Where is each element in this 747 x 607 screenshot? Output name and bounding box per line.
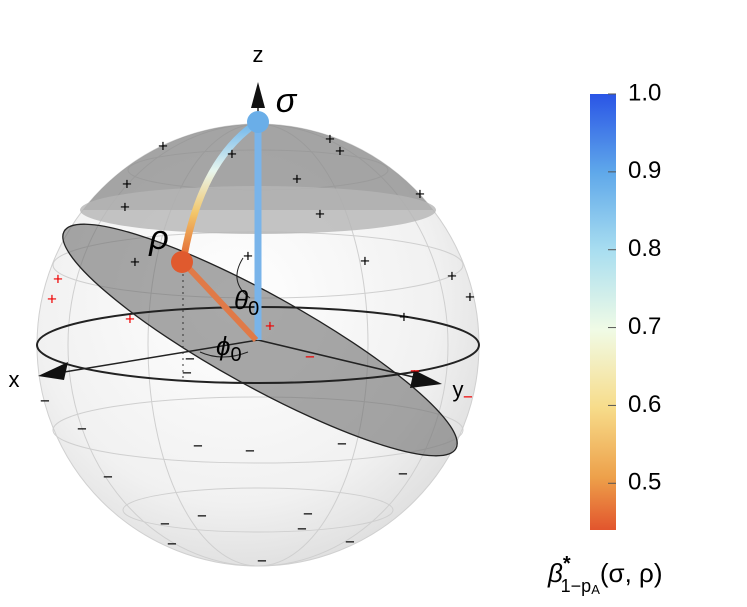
sign: − <box>40 391 50 410</box>
colorbar-tick-label: 0.8 <box>628 235 661 262</box>
colorbar-tick-label: 0.5 <box>628 469 661 496</box>
colorbar <box>590 94 616 530</box>
colorbar-ticks: 1.0 0.9 0.8 0.7 0.6 0.5 <box>608 79 661 496</box>
sign: − <box>245 441 255 460</box>
sign: + <box>447 266 457 285</box>
sign: − <box>103 467 113 486</box>
sigma-label: σ <box>276 82 298 120</box>
label-args: (σ, ρ) <box>600 558 663 588</box>
sign: − <box>345 532 355 551</box>
sign: + <box>360 251 370 270</box>
sign: + <box>122 174 132 193</box>
theta-sub: 0 <box>248 298 259 320</box>
sign: − <box>305 347 315 366</box>
sign: + <box>335 141 345 160</box>
sign: − <box>193 436 203 455</box>
sign: + <box>415 184 425 203</box>
x-label: x <box>9 367 20 392</box>
y-axis <box>257 339 431 382</box>
label-sup: * <box>563 553 571 575</box>
signs: + +++++++++ + +++++++ +−−−−−−−− − −− −− −−−−−− <box>40 129 475 570</box>
sign: − <box>463 387 473 406</box>
geodesic <box>179 119 260 263</box>
sign: + <box>325 129 335 148</box>
sign: − <box>257 551 267 570</box>
phi-symbol: ϕ <box>216 331 230 361</box>
z-arrow <box>251 82 265 108</box>
sign: − <box>337 434 347 453</box>
colorbar-tick-label: 1.0 <box>628 79 661 106</box>
sign: − <box>197 506 207 525</box>
sign: − <box>167 534 177 553</box>
sigma-point <box>247 111 269 133</box>
theta-label: θ0 <box>234 285 259 320</box>
sign: + <box>465 287 475 306</box>
sign: + <box>158 136 168 155</box>
sign: + <box>130 252 140 271</box>
sign: + <box>315 204 325 223</box>
theta-arc <box>236 257 251 299</box>
colorbar-tick-label: 0.6 <box>628 391 661 418</box>
phi-sub: 0 <box>230 344 241 366</box>
colorbar-tick-label: 0.9 <box>628 157 661 184</box>
sign: − <box>303 504 313 523</box>
rho-label: ρ <box>148 219 168 257</box>
x-arrow <box>38 362 68 380</box>
sign: + <box>292 169 302 188</box>
z-label: z <box>253 42 264 67</box>
sign: + <box>120 197 130 216</box>
sign: + <box>243 246 253 265</box>
label-base: β <box>547 558 563 588</box>
phi-arc <box>199 351 249 358</box>
sign: + <box>265 316 275 335</box>
theta-symbol: θ <box>234 285 248 315</box>
sign: − <box>398 464 408 483</box>
sign: + <box>53 269 63 288</box>
x-axis <box>51 339 259 375</box>
colorbar-tick-label: 0.7 <box>628 313 661 340</box>
colorbar-label: β* 1−pA(σ, ρ) <box>547 553 662 597</box>
sign: + <box>399 307 409 326</box>
sign: − <box>182 363 192 382</box>
sign: − <box>77 419 87 438</box>
y-arrow <box>410 370 442 388</box>
sign: + <box>125 309 135 328</box>
sign: − <box>410 361 420 380</box>
label-subsub: A <box>591 582 600 597</box>
sign: + <box>227 144 237 163</box>
y-label: y <box>453 377 464 402</box>
label-sub: 1−p <box>561 576 592 596</box>
phi-label: ϕ0 <box>216 331 242 366</box>
rho-point <box>171 251 193 273</box>
sign: − <box>185 349 195 368</box>
sign: + <box>47 289 57 308</box>
sign: − <box>160 514 170 533</box>
sign: − <box>297 519 307 538</box>
rho-vector <box>180 259 259 343</box>
